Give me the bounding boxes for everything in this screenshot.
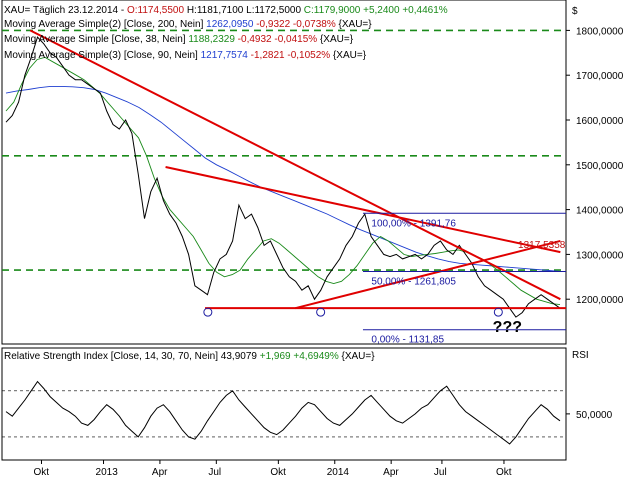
ma-value: 1217,7574	[201, 50, 249, 61]
ma-line-2: Moving Average Simple(3) [Close, 90, Nei…	[4, 50, 367, 61]
ma-pct: -0,1052%	[287, 50, 330, 61]
low-value: L:1172,5000	[246, 5, 301, 16]
trend-line	[295, 239, 561, 310]
ma-label: Moving Average Simple [Close, 38, Nein]	[4, 34, 186, 45]
x-tick-label: 2013	[96, 467, 119, 478]
ma-tag: {XAU=}	[339, 19, 373, 30]
close-value: C:1179,9000	[304, 5, 361, 16]
rsi-ytick-label: 50,0000	[576, 410, 613, 421]
ma-pct: -0,0415%	[274, 34, 317, 45]
ma-value: 1188,2329	[188, 34, 235, 45]
x-tick-label: Okt	[496, 467, 512, 478]
x-tick-label: Jul	[208, 467, 221, 478]
trend-line	[165, 166, 561, 254]
rsi-chg: +1,969	[260, 351, 291, 362]
price-ytick-label: 1700,0000	[576, 71, 624, 82]
ma-line-0: Moving Average Simple(2) [Close, 200, Ne…	[4, 19, 372, 30]
x-tick-label: Apr	[152, 467, 168, 478]
high-value: H:1181,7100	[187, 5, 244, 16]
symbol-line: XAU= Täglich 23.12.2014 - O:1174,5500 H:…	[4, 5, 448, 16]
ma-value: 1262,0950	[206, 19, 254, 30]
ma-chg: -0,9322	[256, 19, 290, 30]
low-marker	[493, 307, 503, 317]
ma-chg: -1,2821	[251, 50, 285, 61]
ma-tag: {XAU=}	[320, 34, 354, 45]
price-ytick-label: 1600,0000	[576, 116, 624, 127]
price-panel: 1200,0000 1300,0000 1400,0000 1500,0000 1600…	[1, 0, 624, 346]
x-tick-label: 2014	[327, 467, 350, 478]
trend-line	[29, 29, 561, 301]
ma-line-1: Moving Average Simple [Close, 38, Nein] …	[4, 34, 354, 45]
ma-tag: {XAU=}	[333, 50, 367, 61]
change-pct-value: +0,4461%	[402, 5, 447, 16]
price-frame	[1, 0, 567, 345]
trend-price-label: 1317,5358	[518, 240, 566, 251]
question-annotation: ???	[493, 319, 522, 336]
ma-pct: -0,0738%	[293, 19, 336, 30]
x-tick-label: Okt	[33, 467, 49, 478]
fib-level-label: 50,00% - 1261,805	[371, 277, 456, 288]
x-tick-label: Jul	[434, 467, 447, 478]
fib-level-label: 100,00% - 1391,76	[371, 218, 456, 229]
price-ytick-label: 1200,0000	[576, 295, 624, 306]
symbol-prefix: XAU= Täglich 23.12.2014 -	[4, 5, 124, 16]
open-value: O:1174,5500	[127, 5, 185, 16]
currency-label: $	[572, 6, 578, 17]
price-ytick-label: 1800,0000	[576, 26, 624, 37]
rsi-tag: {XAU=}	[342, 351, 376, 362]
fib-level-label: 0,00% - 1131,85	[371, 335, 444, 346]
price-ytick-label: 1300,0000	[576, 250, 624, 261]
rsi-unit-label: RSI	[572, 350, 589, 361]
low-marker	[316, 307, 326, 317]
rsi-line: Relative Strength Index [Close, 14, 30, …	[4, 351, 375, 362]
rsi-panel: 50,0000 RSI Okt 2013 Apr Jul Okt 2014 Apr Jul Okt	[1, 347, 613, 478]
ma-label: Moving Average Simple(2) [Close, 200, Ne…	[4, 19, 204, 30]
rsi-value: 43,9079	[221, 351, 258, 362]
rsi-pct: +4,6949%	[293, 351, 338, 362]
x-tick-label: Apr	[383, 467, 399, 478]
rsi-frame	[1, 347, 567, 461]
price-ytick-label: 1400,0000	[576, 206, 624, 217]
rsi-label: Relative Strength Index [Close, 14, 30, …	[4, 351, 218, 362]
change-value: +5,2400	[363, 5, 400, 16]
ma-chg: -0,4932	[238, 34, 272, 45]
low-marker	[203, 307, 213, 317]
x-tick-label: Okt	[270, 467, 286, 478]
rsi-line-series	[5, 380, 561, 445]
price-line	[5, 36, 561, 318]
price-ytick-label: 1500,0000	[576, 161, 624, 172]
ma-label: Moving Average Simple(3) [Close, 90, Nei…	[4, 50, 198, 61]
